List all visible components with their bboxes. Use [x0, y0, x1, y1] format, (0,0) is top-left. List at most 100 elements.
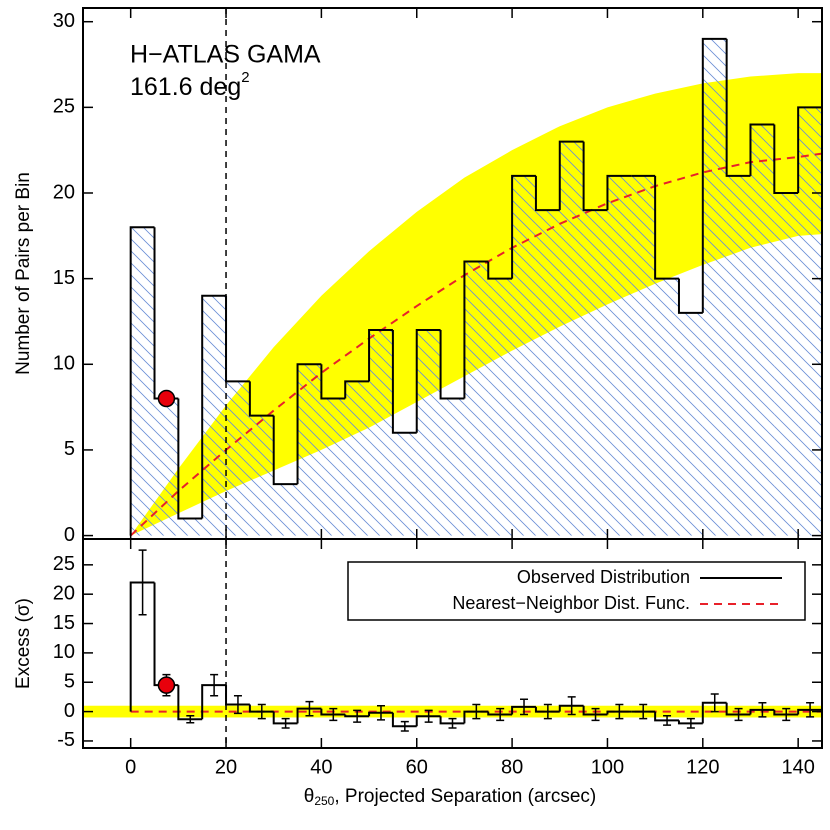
error-bar	[710, 693, 719, 713]
error-bar	[257, 703, 266, 720]
error-bar	[806, 702, 815, 718]
y-tick-label: 25	[53, 96, 75, 118]
histogram-step	[296, 707, 322, 724]
hatch-bin	[345, 381, 370, 536]
histogram-step	[415, 715, 441, 727]
histogram-step	[248, 381, 274, 417]
histogram-step	[391, 712, 417, 728]
x-tick-label: 40	[310, 756, 332, 778]
y-tick-label: 0	[64, 700, 75, 722]
hatch-bin	[464, 261, 489, 536]
histogram-step	[344, 714, 370, 718]
hatch-bin	[226, 381, 250, 536]
legend-box	[347, 561, 806, 621]
histogram-step	[797, 106, 822, 536]
annotation-text: 161.6 deg	[130, 73, 241, 101]
hatch-bin	[273, 484, 298, 536]
histogram-step	[558, 140, 584, 211]
y-tick-label: 10	[53, 353, 75, 375]
error-bar	[520, 698, 529, 716]
histogram-step	[725, 38, 751, 177]
histogram-step	[606, 710, 632, 715]
y-tick-label: 25	[53, 553, 75, 575]
x-tick-label: 140	[781, 756, 814, 778]
hatch-bin	[154, 398, 179, 536]
histogram-step	[749, 123, 775, 176]
error-bar	[663, 714, 672, 726]
hatch-bin	[583, 210, 608, 536]
y-tick-label: 15	[53, 612, 75, 634]
hatch-bin	[416, 330, 441, 536]
histogram-step	[606, 174, 632, 211]
hatch-bin	[774, 192, 799, 536]
error-bar	[734, 707, 743, 722]
hatch-bin	[726, 175, 751, 536]
histogram-step	[415, 329, 441, 433]
histogram-step	[534, 706, 560, 713]
hatch-bin	[631, 175, 656, 536]
hatch-bin	[392, 432, 417, 536]
histogram-step	[391, 330, 417, 434]
y-tick-label: 0	[64, 524, 75, 546]
x-tick-label: 80	[501, 756, 523, 778]
x-tick-label: 120	[686, 756, 719, 778]
histogram-step	[153, 582, 179, 687]
hatch-bin	[750, 124, 775, 536]
hatch-bin	[249, 415, 274, 536]
histogram-step	[701, 37, 727, 313]
histogram-step	[177, 398, 203, 520]
error-bar	[186, 714, 195, 724]
y-tick-label: 15	[53, 267, 75, 289]
histogram-step	[272, 415, 298, 486]
histogram-step	[272, 711, 298, 725]
histogram-step	[773, 124, 799, 194]
error-bar	[353, 709, 362, 723]
error-bar	[138, 549, 147, 616]
y-tick-label: 20	[53, 181, 75, 203]
hatch-bin	[607, 175, 632, 536]
hatch-bin	[702, 38, 727, 536]
hatch-bin	[178, 518, 203, 536]
histogram-step	[654, 175, 679, 280]
hatch-bin	[535, 210, 560, 536]
hatch-bin	[202, 295, 227, 536]
error-bar	[496, 707, 505, 722]
histogram-step	[153, 227, 179, 400]
marker	[157, 389, 176, 408]
hatch-bin	[369, 330, 393, 536]
histogram-step	[463, 710, 489, 724]
plot-frame	[82, 538, 823, 749]
hatch-bin	[297, 364, 322, 536]
histogram-step	[248, 704, 274, 713]
error-bar	[281, 717, 290, 729]
histogram-step	[534, 175, 560, 212]
hatch-bin	[559, 141, 584, 536]
annotation: 161.6 deg2	[130, 69, 250, 101]
histogram-step	[320, 364, 346, 400]
error-bar	[567, 696, 576, 716]
y-tick-label: -5	[57, 729, 75, 751]
histogram-step	[201, 684, 227, 720]
y-tick-label: 20	[53, 582, 75, 604]
histogram-step	[368, 329, 393, 382]
hatch-bin	[655, 278, 679, 536]
error-bar	[543, 703, 552, 720]
histogram-step	[177, 685, 203, 721]
x-label-text: , Projected Separation (arcsec)	[334, 786, 596, 807]
hatch-bin	[798, 107, 822, 536]
histogram-step	[582, 141, 608, 212]
histogram-step	[582, 705, 608, 716]
error-bar	[400, 720, 409, 732]
hatch-bin	[130, 227, 155, 536]
y-axis-label: Number of Pairs per Bin	[13, 172, 34, 375]
histogram-step	[201, 294, 227, 519]
histogram-step	[487, 261, 513, 280]
histogram-step	[677, 278, 703, 314]
hatch-bin	[321, 398, 346, 536]
histogram-step	[129, 581, 155, 712]
histogram-step	[439, 330, 465, 400]
error-bar	[448, 717, 457, 729]
histogram-step	[296, 363, 322, 485]
error-bar	[233, 695, 242, 715]
